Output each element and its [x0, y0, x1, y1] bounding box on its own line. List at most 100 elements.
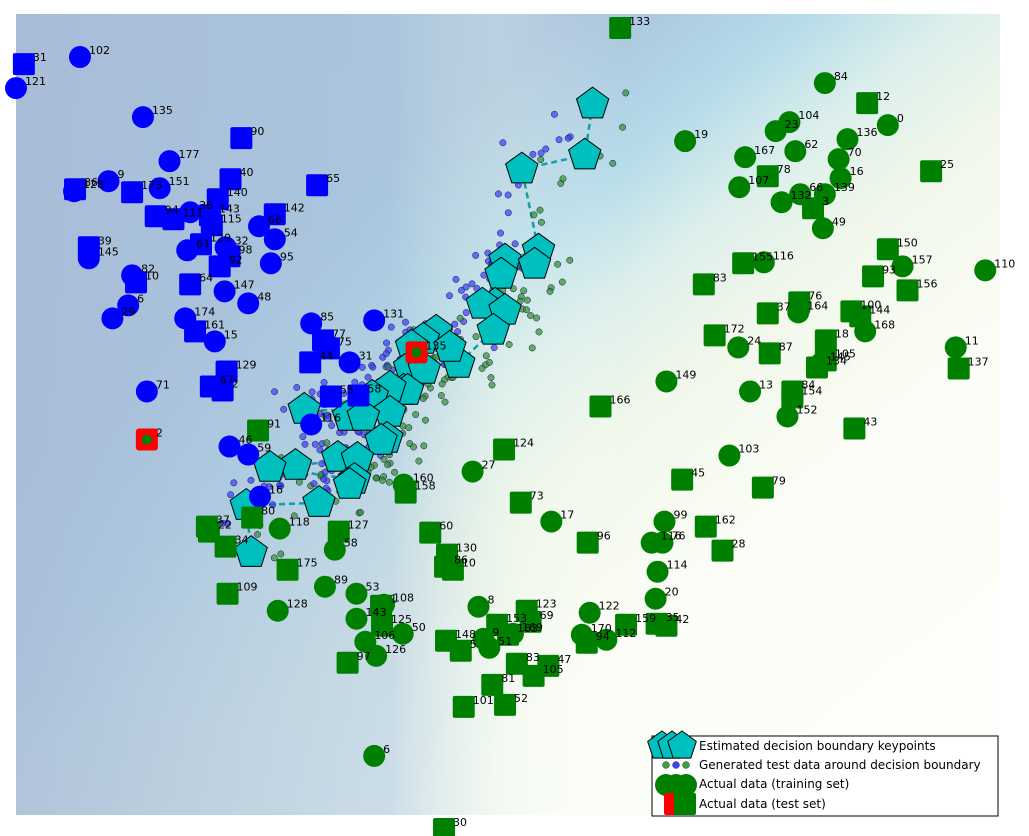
training-point-marker: [268, 517, 291, 540]
point-label: 154: [801, 384, 822, 397]
training-point-marker: [752, 251, 775, 274]
point-label: 90: [250, 125, 264, 138]
training-point-marker: [578, 601, 601, 624]
boundary-keypoint-marker: [568, 137, 602, 170]
test-point-marker: [336, 651, 359, 674]
generated-test-point: [494, 190, 502, 198]
test-point-marker: [441, 558, 464, 581]
point-label: 34: [235, 534, 249, 547]
generated-test-point: [485, 358, 493, 366]
legend-entry-keypoint: Estimated decision boundary keypoints: [699, 739, 936, 753]
point-label: 103: [738, 443, 759, 456]
test-point-marker: [856, 92, 879, 115]
generated-test-point: [323, 439, 331, 447]
point-label: 167: [754, 144, 775, 157]
generated-test-point: [529, 150, 537, 158]
test-point-marker: [758, 342, 781, 365]
point-label: 3: [822, 195, 829, 208]
point-label: 99: [673, 509, 687, 522]
test-point-marker: [162, 208, 185, 231]
legend-frame: [651, 735, 999, 817]
point-label: 139: [834, 181, 855, 194]
point-label: 127: [348, 519, 369, 532]
boundary-keypoint-marker: [476, 312, 510, 345]
boundary-keypoint-marker: [278, 447, 313, 480]
training-point-marker: [131, 106, 154, 129]
point-label: 105: [543, 663, 564, 676]
training-point-marker: [651, 531, 674, 554]
point-label: 130: [456, 542, 477, 555]
point-label: 1: [390, 593, 397, 606]
test-point-marker: [299, 351, 322, 374]
test-point-marker: [711, 539, 734, 562]
point-label: 65: [326, 172, 340, 185]
point-label: 8: [487, 594, 494, 607]
generated-test-point: [472, 251, 480, 259]
point-label: 69: [540, 609, 554, 622]
point-label: 120: [210, 231, 231, 244]
test-point-marker: [589, 395, 612, 418]
generated-test-point: [558, 278, 566, 286]
training-point-marker: [300, 312, 323, 335]
generated-test-point: [528, 344, 536, 352]
training-point-marker: [646, 560, 669, 583]
test-point-marker: [230, 127, 253, 150]
point-label: 112: [615, 627, 636, 640]
actual-data-layer: [5, 17, 997, 836]
point-label: 148: [455, 628, 476, 641]
training-point-marker: [148, 177, 171, 200]
point-label: 67: [220, 373, 234, 386]
point-label: 25: [940, 158, 954, 171]
generated-test-point: [497, 229, 504, 237]
point-label: 132: [791, 189, 812, 202]
point-label: 83: [526, 651, 540, 664]
point-label: 66: [268, 213, 282, 226]
training-point-marker: [770, 191, 793, 214]
test-point-marker: [419, 521, 442, 544]
misclassified-test-point-core: [141, 434, 152, 445]
point-label: 44: [319, 349, 333, 362]
point-label: 166: [609, 393, 630, 406]
point-label: 12: [876, 90, 890, 103]
point-label: 142: [284, 201, 305, 214]
point-label: 160: [413, 472, 434, 485]
test-point-marker: [671, 468, 694, 491]
point-label: 110: [994, 257, 1015, 270]
boundary-keypoint-marker: [346, 398, 381, 431]
test-point-marker: [493, 438, 516, 461]
generated-test-point: [520, 287, 528, 295]
generated-test-point: [452, 275, 460, 283]
generated-test-point: [559, 175, 567, 183]
generated-test-point: [387, 323, 395, 331]
point-label: 122: [599, 600, 620, 613]
generated-test-point: [277, 550, 285, 558]
point-label: 45: [691, 467, 705, 480]
legend-test-marker: [674, 793, 696, 815]
training-point-marker: [836, 128, 859, 151]
point-label: 158: [415, 480, 436, 493]
training-point-marker: [179, 201, 202, 224]
test-point-marker: [184, 320, 207, 343]
point-label: 48: [257, 290, 271, 303]
test-point-marker: [125, 271, 148, 294]
point-label: 104: [798, 109, 819, 122]
point-label: 87: [779, 340, 793, 353]
test-point-marker: [896, 279, 919, 302]
generated-test-point: [295, 478, 303, 486]
point-label: 75: [338, 335, 352, 348]
point-label: 125: [391, 613, 412, 626]
generated-test-point: [324, 415, 332, 423]
test-point-marker: [452, 695, 475, 718]
point-label: 31: [33, 51, 47, 64]
point-label: 175: [297, 557, 318, 570]
point-label: 37: [777, 300, 791, 313]
test-point-marker: [12, 53, 35, 76]
test-point-marker: [509, 491, 532, 514]
generated-test-point: [537, 149, 545, 157]
point-label: 108: [393, 592, 414, 605]
point-label: 126: [385, 643, 406, 656]
point-label: 100: [860, 298, 881, 311]
point-label: 24: [747, 334, 761, 347]
generated-test-point: [511, 240, 519, 248]
legend-swatch-keypoint: [647, 730, 697, 759]
